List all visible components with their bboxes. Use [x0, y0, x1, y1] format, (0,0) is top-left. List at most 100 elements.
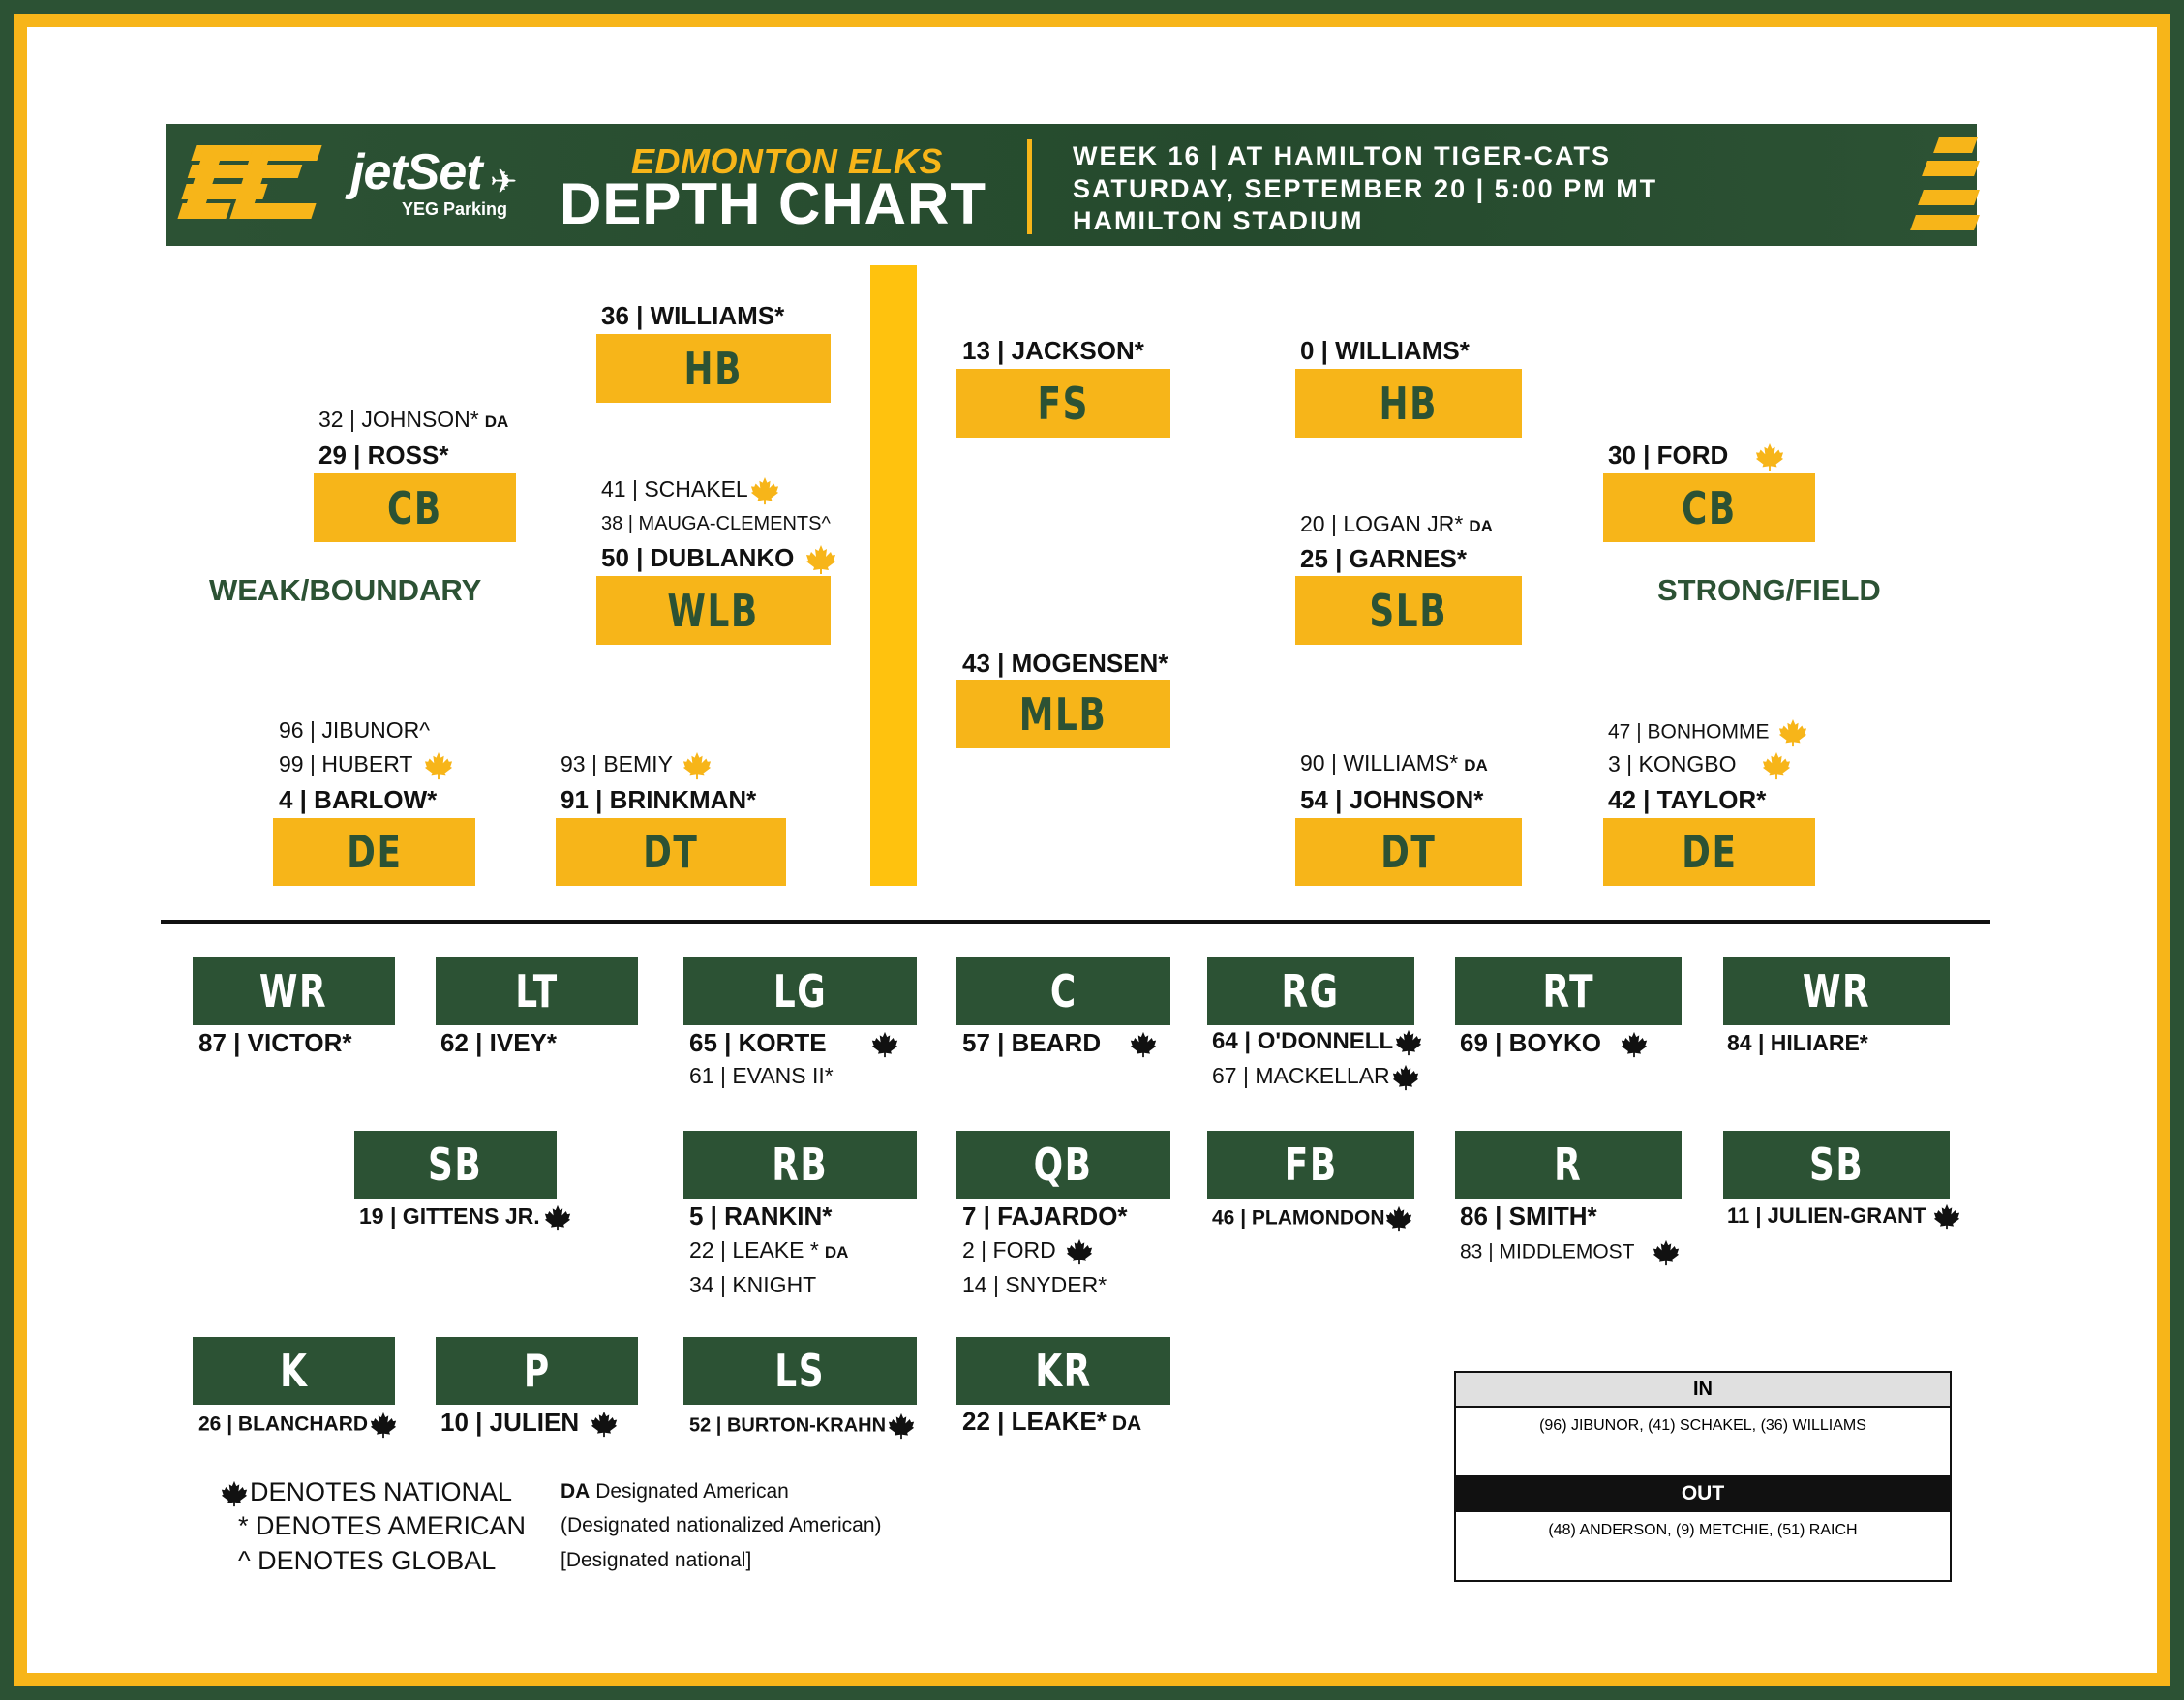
- de-left-starter: 4 | BARLOW*: [279, 785, 438, 814]
- hb-left-starter: 36 | WILLIAMS*: [601, 301, 785, 330]
- maple-leaf-icon: [221, 1480, 248, 1507]
- position-de-right: DE: [1603, 818, 1815, 886]
- maple-leaf-icon: [1621, 1031, 1648, 1058]
- dt-right-backup1: 90 | WILLIAMS* DA: [1300, 750, 1488, 775]
- position-fb: FB: [1207, 1131, 1414, 1199]
- dt-left-starter: 91 | BRINKMAN*: [561, 785, 757, 814]
- qb-backup1: 2 | FORD: [962, 1237, 1093, 1265]
- position-sb-right: SB: [1723, 1131, 1950, 1199]
- out-list: (48) ANDERSON, (9) METCHIE, (51) RAICH: [1548, 1522, 1858, 1538]
- position-hb-right: HB: [1295, 369, 1522, 438]
- in-header: IN: [1456, 1373, 1950, 1408]
- maple-leaf-icon: [1755, 442, 1784, 471]
- mlb-starter: 43 | MOGENSEN*: [962, 649, 1168, 678]
- position-wr-right: WR: [1723, 957, 1950, 1025]
- p-starter: 10 | JULIEN: [440, 1408, 618, 1438]
- position-ls: LS: [683, 1337, 917, 1405]
- position-mlb: MLB: [956, 680, 1170, 748]
- legend-da: DA Designated American: [561, 1480, 789, 1503]
- sb-right-starter: 11 | JULIEN-GRANT: [1727, 1203, 1960, 1230]
- maple-leaf-icon: [544, 1204, 571, 1231]
- slb-starter: 25 | GARNES*: [1300, 544, 1467, 573]
- de-right-backup2: 3 | KONGBO: [1608, 751, 1791, 780]
- hb-right-starter: 0 | WILLIAMS*: [1300, 336, 1470, 365]
- strong-field-label: STRONG/FIELD: [1657, 573, 1881, 607]
- rg-backup1: 67 | MACKELLAR: [1212, 1063, 1419, 1091]
- maple-leaf-icon: [1933, 1203, 1960, 1230]
- rb-backup1: 22 | LEAKE * DA: [689, 1237, 849, 1262]
- rb-starter: 5 | RANKIN*: [689, 1201, 833, 1230]
- cb-left-starter: 29 | ROSS*: [318, 440, 449, 470]
- header-divider: [1027, 139, 1032, 234]
- maple-leaf-icon: [1653, 1239, 1680, 1266]
- de-right-backup1: 47 | BONHOMME: [1608, 718, 1807, 747]
- maple-leaf-icon: [888, 1412, 915, 1440]
- maple-leaf-icon: [871, 1031, 898, 1058]
- maple-leaf-icon: [1392, 1064, 1419, 1091]
- rg-starter: 64 | O'DONNELL: [1212, 1028, 1422, 1056]
- lg-backup1: 61 | EVANS II*: [689, 1063, 834, 1088]
- fb-starter: 46 | PLAMONDON: [1212, 1205, 1412, 1232]
- maple-leaf-icon: [750, 476, 779, 505]
- legend-dn: [Designated national]: [561, 1549, 752, 1571]
- position-rt: RT: [1455, 957, 1682, 1025]
- position-hb-left: HB: [596, 334, 831, 403]
- wr-right-starter: 84 | HILIARE*: [1727, 1030, 1868, 1055]
- maple-leaf-icon: [1395, 1029, 1422, 1056]
- position-lg: LG: [683, 957, 917, 1025]
- position-dt-left: DT: [556, 818, 786, 886]
- dt-left-backup1: 93 | BEMIY: [561, 751, 712, 780]
- de-left-backup2: 99 | HUBERT: [279, 751, 453, 780]
- fs-starter: 13 | JACKSON*: [962, 336, 1144, 365]
- wr-left-starter: 87 | VICTOR*: [198, 1028, 352, 1057]
- position-r: R: [1455, 1131, 1682, 1199]
- position-rb: RB: [683, 1131, 917, 1199]
- plane-icon: ✈: [490, 164, 518, 200]
- maple-leaf-icon: [1762, 751, 1791, 780]
- maple-leaf-icon: [682, 751, 712, 780]
- rb-backup2: 34 | KNIGHT: [689, 1272, 817, 1297]
- cb-left-backup1: 32 | JOHNSON* DA: [318, 407, 509, 432]
- position-de-left: DE: [273, 818, 475, 886]
- legend-national: DENOTES NATIONAL: [221, 1477, 512, 1507]
- r-backup1: 83 | MIDDLEMOST: [1460, 1239, 1680, 1266]
- maple-leaf-icon: [424, 751, 453, 780]
- position-fs: FS: [956, 369, 1170, 438]
- position-cb-right: CB: [1603, 473, 1815, 542]
- rt-starter: 69 | BOYKO: [1460, 1028, 1648, 1058]
- legend-dna: (Designated nationalized American): [561, 1514, 882, 1536]
- ls-starter: 52 | BURTON-KRAHN: [689, 1412, 915, 1440]
- position-p: P: [436, 1337, 638, 1405]
- position-slb: SLB: [1295, 576, 1522, 645]
- position-wr-left: WR: [193, 957, 395, 1025]
- lt-starter: 62 | IVEY*: [440, 1028, 558, 1057]
- maple-leaf-icon: [591, 1411, 618, 1438]
- position-dt-right: DT: [1295, 818, 1522, 886]
- position-sb-left: SB: [354, 1131, 557, 1199]
- kr-starter: 22 | LEAKE* DA: [962, 1407, 1142, 1436]
- maple-leaf-icon: [1066, 1238, 1093, 1265]
- sponsor-logo: jetSet: [350, 144, 483, 200]
- cb-right-starter: 30 | FORD: [1608, 440, 1784, 471]
- game-venue: HAMILTON STADIUM: [1073, 206, 1364, 235]
- page-title: DEPTH CHART: [560, 171, 986, 236]
- de-left-backup1: 96 | JIBUNOR^: [279, 717, 431, 743]
- roster-moves-box: IN (96) JIBUNOR, (41) SCHAKEL, (36) WILL…: [1454, 1371, 1952, 1582]
- dt-right-starter: 54 | JOHNSON*: [1300, 785, 1484, 814]
- position-qb: QB: [956, 1131, 1170, 1199]
- wlb-backup1: 41 | SCHAKEL: [601, 476, 779, 505]
- maple-leaf-icon: [1130, 1031, 1157, 1058]
- game-week: WEEK 16 | AT HAMILTON TIGER-CATS: [1073, 141, 1612, 170]
- game-date: SATURDAY, SEPTEMBER 20 | 5:00 PM MT: [1073, 174, 1658, 203]
- c-starter: 57 | BEARD: [962, 1028, 1157, 1058]
- sponsor-subtitle: YEG Parking: [402, 199, 508, 219]
- qb-backup2: 14 | SNYDER*: [962, 1272, 1107, 1297]
- wlb-starter: 50 | DUBLANKO: [601, 543, 836, 575]
- in-list: (96) JIBUNOR, (41) SCHAKEL, (36) WILLIAM…: [1539, 1417, 1866, 1434]
- legend-american: * DENOTES AMERICAN: [238, 1511, 527, 1540]
- maple-leaf-icon: [1778, 718, 1807, 747]
- r-starter: 86 | SMITH*: [1460, 1201, 1597, 1230]
- sb-left-starter: 19 | GITTENS JR.: [359, 1203, 571, 1231]
- maple-leaf-icon: [1385, 1205, 1412, 1232]
- center-divider-bar: [870, 265, 917, 886]
